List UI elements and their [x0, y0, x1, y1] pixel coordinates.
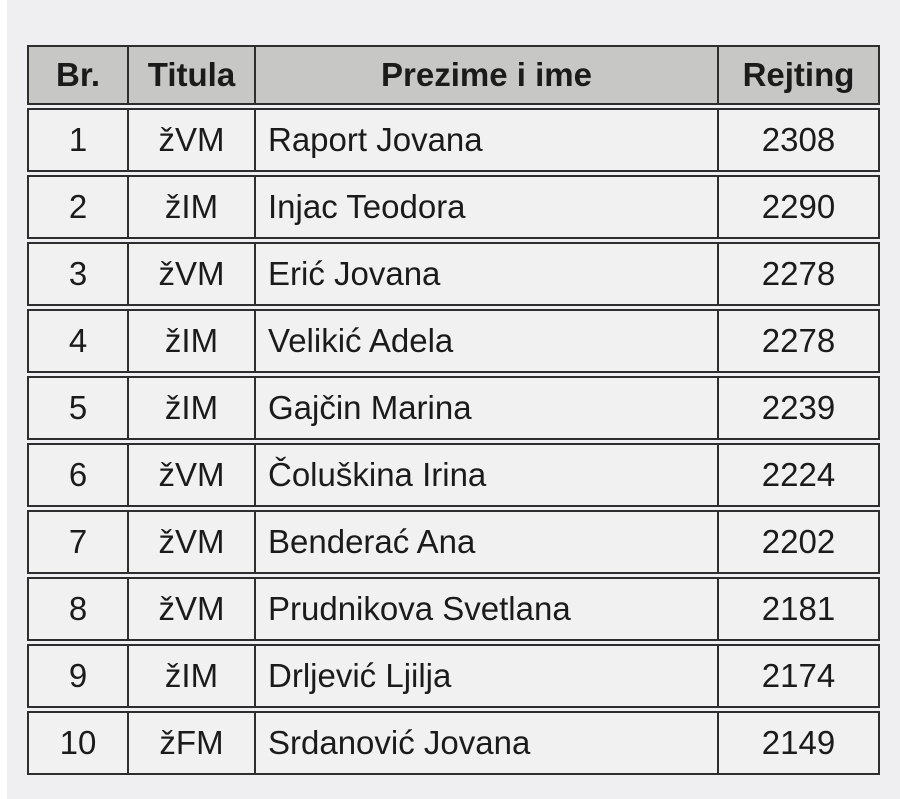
cell-rating: 2290: [717, 175, 880, 239]
cell-title: žIM: [127, 376, 254, 440]
header-row: Br. Titula Prezime i ime Rejting: [27, 45, 880, 105]
left-page-strip: [0, 0, 7, 799]
cell-title: žVM: [127, 443, 254, 507]
cell-name: Velikić Adela: [254, 309, 717, 373]
table-row: 7 žVM Benderać Ana 2202: [27, 510, 880, 574]
cell-number: 9: [27, 644, 127, 708]
cell-number: 5: [27, 376, 127, 440]
cell-rating: 2308: [717, 108, 880, 172]
cell-name: Injac Teodora: [254, 175, 717, 239]
cell-title: žVM: [127, 108, 254, 172]
table-row: 6 žVM Čoluškina Irina 2224: [27, 443, 880, 507]
table-row: 8 žVM Prudnikova Svetlana 2181: [27, 577, 880, 641]
table-header: Br. Titula Prezime i ime Rejting: [27, 45, 880, 105]
table-row: 2 žIM Injac Teodora 2290: [27, 175, 880, 239]
cell-number: 4: [27, 309, 127, 373]
cell-number: 8: [27, 577, 127, 641]
cell-name: Prudnikova Svetlana: [254, 577, 717, 641]
cell-name: Erić Jovana: [254, 242, 717, 306]
cell-name: Benderać Ana: [254, 510, 717, 574]
cell-number: 6: [27, 443, 127, 507]
cell-title: žVM: [127, 242, 254, 306]
table-body: 1 žVM Raport Jovana 2308 2 žIM Injac Teo…: [27, 108, 880, 775]
cell-number: 10: [27, 711, 127, 775]
cell-title: žVM: [127, 510, 254, 574]
cell-rating: 2224: [717, 443, 880, 507]
cell-rating: 2278: [717, 309, 880, 373]
column-header-br: Br.: [27, 45, 127, 105]
cell-title: žIM: [127, 175, 254, 239]
table-row: 3 žVM Erić Jovana 2278: [27, 242, 880, 306]
cell-rating: 2174: [717, 644, 880, 708]
table-row: 4 žIM Velikić Adela 2278: [27, 309, 880, 373]
cell-title: žIM: [127, 309, 254, 373]
cell-name: Raport Jovana: [254, 108, 717, 172]
cell-rating: 2181: [717, 577, 880, 641]
cell-rating: 2278: [717, 242, 880, 306]
ratings-table: Br. Titula Prezime i ime Rejting 1 žVM R…: [27, 42, 880, 778]
cell-number: 3: [27, 242, 127, 306]
column-header-prezime: Prezime i ime: [254, 45, 717, 105]
column-header-rejting: Rejting: [717, 45, 880, 105]
table-row: 1 žVM Raport Jovana 2308: [27, 108, 880, 172]
table-row: 9 žIM Drljević Ljilja 2174: [27, 644, 880, 708]
cell-title: žVM: [127, 577, 254, 641]
cell-title: žIM: [127, 644, 254, 708]
cell-rating: 2202: [717, 510, 880, 574]
cell-number: 7: [27, 510, 127, 574]
cell-title: žFM: [127, 711, 254, 775]
cell-name: Srdanović Jovana: [254, 711, 717, 775]
table-row: 5 žIM Gajčin Marina 2239: [27, 376, 880, 440]
cell-number: 2: [27, 175, 127, 239]
column-header-titula: Titula: [127, 45, 254, 105]
cell-number: 1: [27, 108, 127, 172]
cell-rating: 2239: [717, 376, 880, 440]
cell-name: Čoluškina Irina: [254, 443, 717, 507]
table-row: 10 žFM Srdanović Jovana 2149: [27, 711, 880, 775]
cell-name: Drljević Ljilja: [254, 644, 717, 708]
cell-name: Gajčin Marina: [254, 376, 717, 440]
cell-rating: 2149: [717, 711, 880, 775]
